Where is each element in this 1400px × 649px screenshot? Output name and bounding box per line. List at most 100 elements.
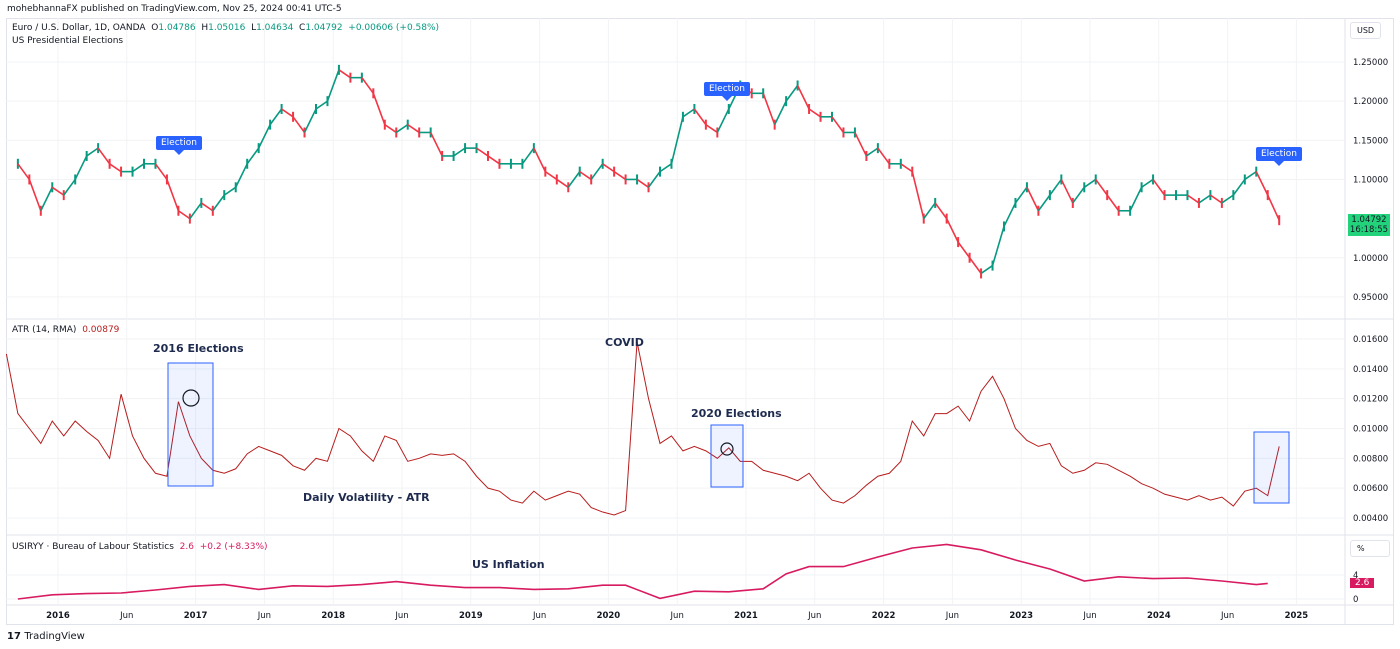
price-segment <box>1187 194 1200 204</box>
time-tick-label: Jun <box>1220 611 1234 621</box>
annotation-covid: COVID <box>605 336 644 349</box>
price-segment <box>968 257 982 274</box>
highlight-box <box>710 424 744 488</box>
price-segment <box>97 147 111 165</box>
tradingview-icon: 𝟭𝟳 <box>7 631 21 642</box>
annotation-daily-volatility: Daily Volatility - ATR <box>303 491 430 504</box>
cpi-tick-label: 0 <box>1353 595 1358 605</box>
price-segment <box>533 147 547 172</box>
brand-name: TradingView <box>24 631 85 642</box>
cpi-value: 2.6 <box>179 542 194 552</box>
high-value: 1.05016 <box>208 23 246 33</box>
atr-tick-label: 0.00400 <box>1353 514 1388 524</box>
price-segment <box>900 163 913 173</box>
price-segment <box>109 163 122 173</box>
price-segment <box>338 69 351 79</box>
currency-button[interactable]: USD <box>1350 22 1382 39</box>
price-segment <box>945 218 959 243</box>
price-segment <box>453 147 466 157</box>
price-segment <box>63 178 76 196</box>
atr-legend: ATR (14, RMA) 0.00879 <box>12 325 119 335</box>
price-segment <box>1037 194 1051 212</box>
cpi-unit-button[interactable]: % <box>1350 540 1390 557</box>
price-segment <box>1267 194 1280 221</box>
publisher-line: mohebhannaFX published on TradingView.co… <box>7 4 342 14</box>
time-tick-label: 2019 <box>459 611 483 621</box>
atr-tick-label: 0.01600 <box>1353 335 1388 345</box>
highlight-circle <box>182 389 200 407</box>
price-segment <box>1106 194 1120 212</box>
time-tick-label: 2025 <box>1285 611 1309 621</box>
price-segment <box>567 171 581 188</box>
cpi-change: +0.2 (+8.33%) <box>199 542 268 552</box>
price-segment <box>292 116 306 133</box>
price-segment <box>17 163 30 180</box>
price-segment <box>877 147 890 165</box>
price-segment <box>407 123 420 134</box>
price-segment <box>682 108 695 118</box>
price-segment <box>659 163 672 173</box>
price-segment <box>154 163 168 180</box>
chart-frame <box>6 18 1394 625</box>
time-tick-label: 2023 <box>1009 611 1033 621</box>
election-marker-2024[interactable]: Election <box>1256 147 1302 166</box>
symbol-name[interactable]: Euro / U.S. Dollar, 1D, OANDA <box>12 23 146 33</box>
price-segment <box>602 163 615 173</box>
time-tick-label: 2017 <box>184 611 208 621</box>
highlight-box <box>167 362 214 487</box>
time-tick-label: Jun <box>119 611 133 621</box>
time-tick-label: 2024 <box>1147 611 1171 621</box>
price-segment <box>257 124 271 149</box>
price-segment <box>177 210 191 220</box>
atr-line <box>5 341 1280 516</box>
cpi-tick-label: 4 <box>1353 571 1358 581</box>
price-segment <box>1026 186 1040 212</box>
highlight-circle <box>720 442 734 456</box>
price-segment <box>200 202 214 212</box>
price-segment <box>189 202 202 220</box>
time-tick-label: Jun <box>670 611 684 621</box>
price-candle <box>1278 215 1281 226</box>
price-segment <box>86 147 99 157</box>
price-tick-label: 1.15000 <box>1353 136 1388 146</box>
price-segment <box>934 202 948 220</box>
time-tick-label: Jun <box>394 611 408 621</box>
price-segment <box>384 123 397 134</box>
study-label[interactable]: US Presidential Elections <box>12 36 124 46</box>
price-segment <box>556 178 569 188</box>
price-segment <box>166 179 180 212</box>
price-segment <box>303 108 317 133</box>
price-segment <box>476 147 489 157</box>
price-tick-label: 1.25000 <box>1353 58 1388 68</box>
atr-label[interactable]: ATR (14, RMA) <box>12 325 77 335</box>
price-segment <box>957 241 971 259</box>
time-tick-label: 2021 <box>734 611 758 621</box>
price-segment <box>670 116 684 164</box>
election-marker-2020[interactable]: Election <box>704 82 750 101</box>
price-segment <box>1072 186 1085 204</box>
price-segment <box>40 186 53 212</box>
election-marker-2016[interactable]: Election <box>156 136 202 155</box>
price-segment <box>773 100 787 125</box>
price-segment <box>808 108 821 118</box>
price-segment <box>235 163 248 188</box>
cpi-legend: USIRYY · Bureau of Labour Statistics 2.6… <box>12 542 268 552</box>
price-segment <box>923 202 936 220</box>
cpi-label[interactable]: USIRYY · Bureau of Labour Statistics <box>12 542 174 552</box>
tradingview-logo[interactable]: 𝟭𝟳 TradingView <box>7 631 85 642</box>
price-segment <box>544 170 558 181</box>
price-segment <box>796 85 810 110</box>
price-segment <box>579 170 592 181</box>
price-segment <box>487 155 500 165</box>
time-tick-label: Jun <box>257 611 271 621</box>
price-segment <box>269 108 283 126</box>
symbol-legend: Euro / U.S. Dollar, 1D, OANDA O1.04786 H… <box>12 23 439 33</box>
price-segment <box>716 108 730 133</box>
price-segment <box>991 226 1005 266</box>
price-segment <box>246 147 260 165</box>
price-segment <box>429 132 443 157</box>
price-segment <box>1232 178 1246 196</box>
price-segment <box>1244 170 1257 181</box>
price-segment <box>223 186 237 196</box>
